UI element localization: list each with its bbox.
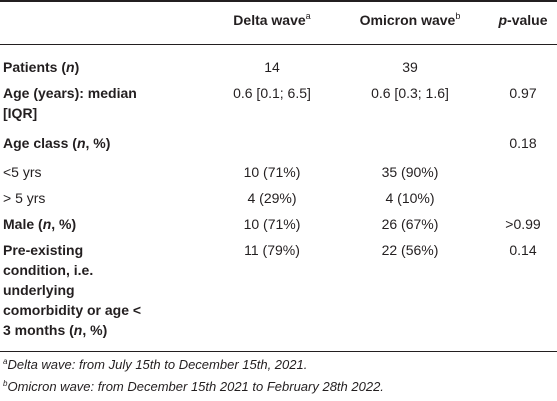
cell-omicron-male: 26 (67%) (381, 216, 439, 232)
cell-delta-over5: 4 (29%) (247, 190, 297, 206)
row-label-preexisting-line1: Pre-existing (3, 242, 84, 258)
cell-omicron-age: 0.6 [0.3; 1.6] (371, 85, 449, 101)
footnote-b: bOmicron wave: from December 15th 2021 t… (3, 379, 384, 394)
row-label-age-class: Age class (n, %) (3, 135, 111, 151)
cell-omicron-patients: 39 (402, 59, 418, 75)
header-pvalue: p-value (498, 12, 548, 28)
cell-p-male: >0.99 (505, 216, 541, 232)
cell-p-age-class: 0.18 (509, 135, 537, 151)
row-label-male: Male (n, %) (3, 216, 77, 232)
row-label-age-line1: Age (years): median (3, 85, 137, 101)
header-omicron: Omicron waveb (359, 11, 461, 29)
cell-delta-under5: 10 (71%) (243, 164, 301, 180)
cell-delta-age: 0.6 [0.1; 6.5] (233, 85, 311, 101)
row-label-age-line2: [IQR] (3, 105, 38, 121)
header-rule (0, 44, 557, 45)
bottom-rule (0, 351, 557, 352)
row-label-preexisting-line2: condition, i.e. (3, 262, 94, 278)
cell-delta-patients: 14 (264, 59, 280, 75)
cell-delta-male: 10 (71%) (243, 216, 301, 232)
cell-omicron-under5: 35 (90%) (381, 164, 439, 180)
row-label-over5: > 5 yrs (3, 190, 46, 206)
cell-omicron-over5: 4 (10%) (385, 190, 435, 206)
header-delta: Delta wavea (233, 11, 311, 29)
cell-omicron-preexisting: 22 (56%) (381, 242, 439, 258)
row-label-under5: <5 yrs (3, 164, 42, 180)
top-rule (0, 0, 557, 2)
footnote-a: aDelta wave: from July 15th to December … (3, 357, 308, 372)
row-label-preexisting-line3: underlying (3, 282, 75, 298)
cell-p-preexisting: 0.14 (509, 242, 537, 258)
row-label-preexisting-line4: comorbidity or age < (3, 302, 142, 318)
row-label-patients: Patients (n) (3, 59, 80, 75)
cell-delta-preexisting: 11 (79%) (244, 242, 300, 258)
row-label-preexisting-line5: 3 months (n, %) (3, 322, 108, 338)
cell-p-age: 0.97 (509, 85, 537, 101)
